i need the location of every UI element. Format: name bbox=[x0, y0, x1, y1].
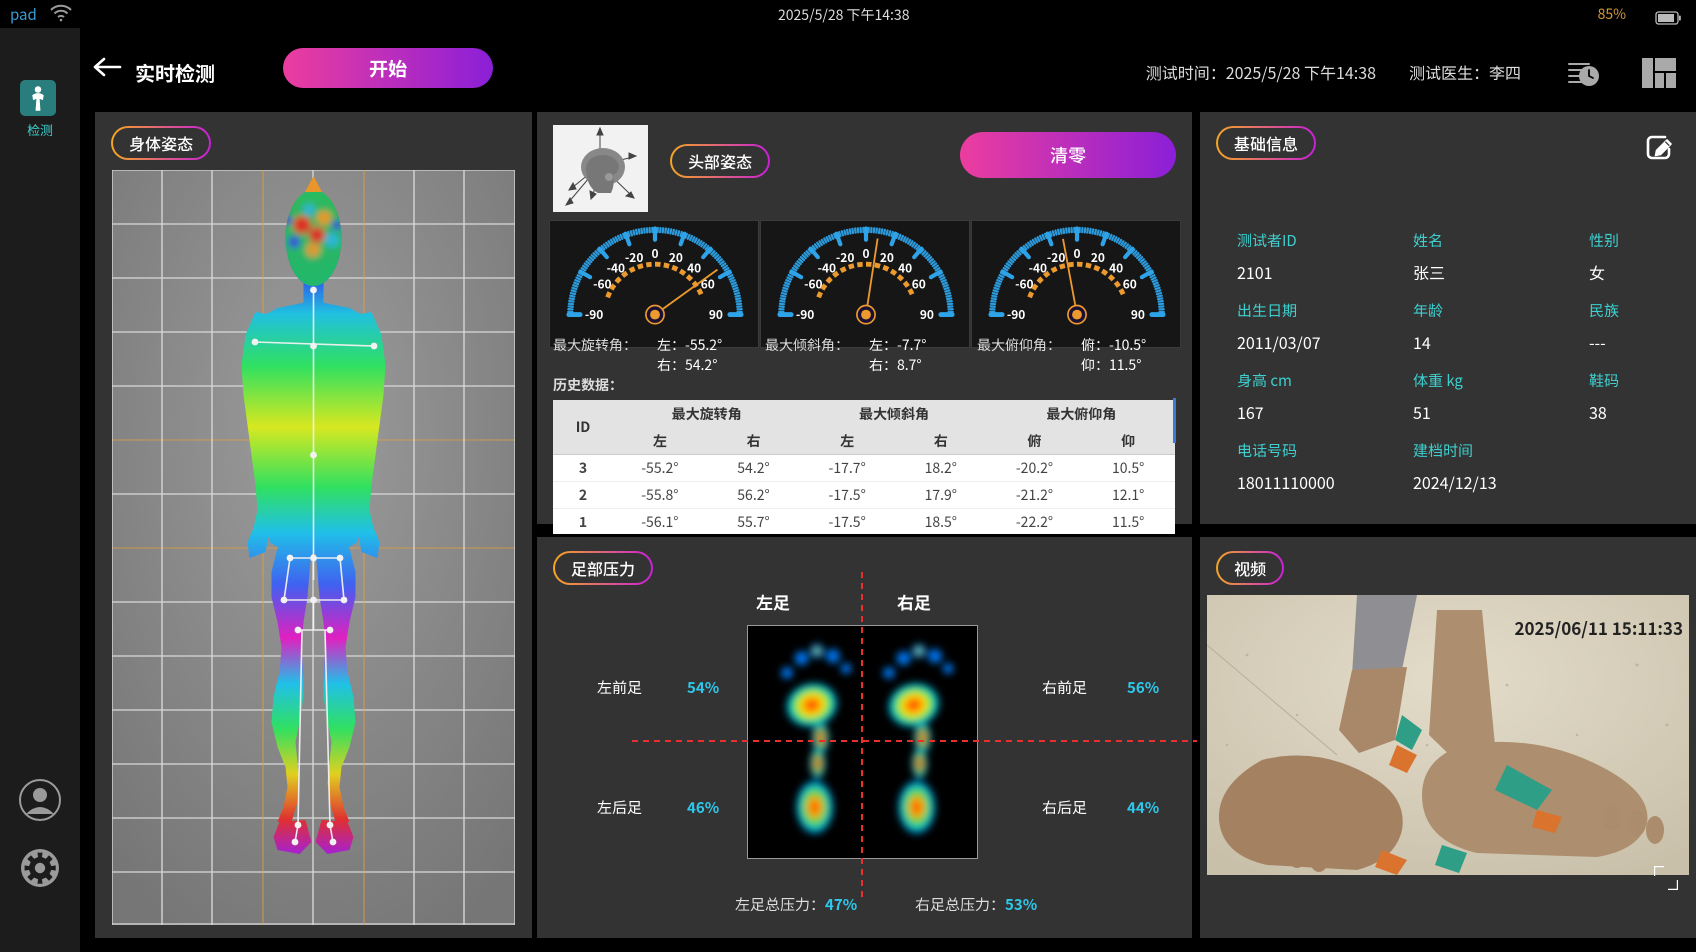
svg-text:90: 90 bbox=[1131, 306, 1145, 323]
svg-text:-60: -60 bbox=[1015, 276, 1033, 293]
svg-text:90: 90 bbox=[920, 306, 934, 323]
svg-text:-20: -20 bbox=[625, 249, 643, 266]
svg-text:60: 60 bbox=[912, 276, 926, 293]
svg-text:-20: -20 bbox=[836, 249, 854, 266]
svg-text:60: 60 bbox=[701, 276, 715, 293]
svg-text:0: 0 bbox=[1073, 245, 1080, 262]
svg-text:0: 0 bbox=[651, 245, 658, 262]
svg-text:2025/06/11 15:11:33: 2025/06/11 15:11:33 bbox=[1515, 615, 1684, 640]
svg-text:-90: -90 bbox=[585, 306, 603, 323]
svg-text:40: 40 bbox=[687, 259, 701, 276]
svg-text:-90: -90 bbox=[796, 306, 814, 323]
svg-text:-60: -60 bbox=[593, 276, 611, 293]
svg-text:40: 40 bbox=[898, 259, 912, 276]
svg-text:-90: -90 bbox=[1007, 306, 1025, 323]
svg-text:40: 40 bbox=[1109, 259, 1123, 276]
svg-text:20: 20 bbox=[880, 249, 894, 266]
svg-text:60: 60 bbox=[1123, 276, 1137, 293]
svg-text:20: 20 bbox=[1091, 249, 1105, 266]
svg-text:-60: -60 bbox=[804, 276, 822, 293]
svg-text:0: 0 bbox=[862, 245, 869, 262]
svg-text:90: 90 bbox=[709, 306, 723, 323]
svg-text:-20: -20 bbox=[1047, 249, 1065, 266]
svg-text:20: 20 bbox=[669, 249, 683, 266]
